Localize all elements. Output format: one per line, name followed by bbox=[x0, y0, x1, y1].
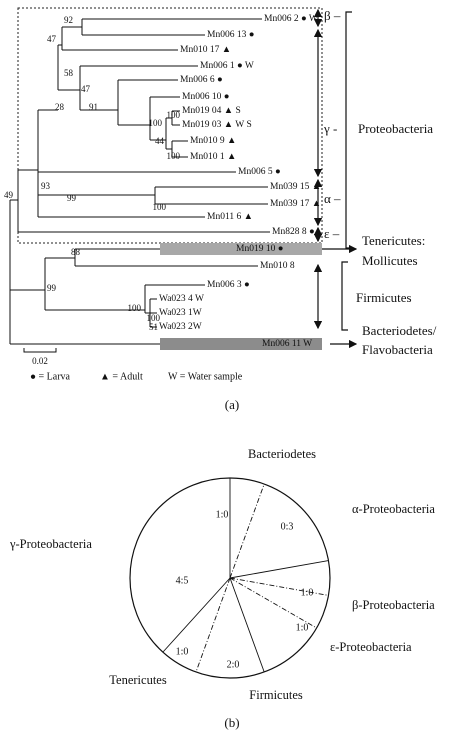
slice-label: Tenericutes bbox=[109, 673, 167, 687]
slice-label: γ-Proteobacteria bbox=[9, 537, 92, 551]
subgroup-label: β – bbox=[324, 8, 341, 23]
leaf-label: Mn039 15 ▲ bbox=[270, 182, 321, 192]
leaf-label: Wa023 4 W bbox=[159, 294, 204, 304]
ratio-label: 4:5 bbox=[176, 575, 189, 586]
leaf-labels: Mn006 2 ● W Mn006 13 ● Mn010 17 ▲ Mn006 … bbox=[159, 14, 321, 349]
bootstrap: 49 bbox=[4, 190, 14, 200]
ratio-label: 2:0 bbox=[227, 659, 240, 670]
brace bbox=[345, 11, 352, 249]
caption: (b) bbox=[224, 715, 239, 730]
tree-branches bbox=[9, 18, 270, 345]
group-label: Proteobacteria bbox=[358, 121, 433, 136]
bootstrap: 100 bbox=[167, 110, 181, 120]
bootstrap: 47 bbox=[47, 34, 57, 44]
subgroup-label: γ - bbox=[323, 121, 337, 136]
bootstrap: 100 bbox=[147, 313, 161, 323]
divider bbox=[229, 577, 265, 673]
bootstrap: 44 bbox=[155, 136, 165, 146]
leaf-label: Mn039 17 ▲ bbox=[270, 199, 321, 209]
slice-label: Firmicutes bbox=[249, 688, 303, 702]
divider bbox=[229, 577, 329, 596]
leaf-label: Mn019 03 ▲ W S bbox=[182, 120, 252, 130]
leaf-label: Mn010 8 bbox=[260, 261, 295, 271]
bootstrap: 92 bbox=[64, 15, 73, 25]
scale-bar bbox=[23, 348, 57, 353]
bootstrap: 100 bbox=[167, 151, 181, 161]
bootstrap: 100 bbox=[149, 118, 163, 128]
leaf-label: Mn006 5 ● bbox=[238, 167, 281, 177]
leaf-label: Mn010 1 ▲ bbox=[190, 152, 236, 162]
ratio-label: 1:0 bbox=[296, 622, 309, 633]
group-brackets bbox=[313, 8, 358, 349]
bootstrap: 51 bbox=[149, 322, 158, 332]
leaf-label: Mn011 6 ▲ bbox=[207, 212, 253, 222]
slice-label: β-Proteobacteria bbox=[352, 598, 435, 612]
leaf-label: Mn006 1 ● W bbox=[200, 61, 254, 71]
leaf-label: Mn010 17 ▲ bbox=[180, 45, 231, 55]
slice-label: ε-Proteobacteria bbox=[330, 640, 412, 654]
bootstrap: 100 bbox=[153, 202, 167, 212]
subgroup-label: α – bbox=[324, 191, 341, 206]
leaf-label: Mn006 13 ● bbox=[207, 30, 254, 40]
legend-item: W = Water sample bbox=[168, 371, 243, 382]
divider bbox=[229, 483, 265, 579]
legend-item: ▲ = Adult bbox=[100, 371, 143, 382]
bootstrap: 100 bbox=[128, 303, 142, 313]
caption: (a) bbox=[225, 397, 239, 412]
bootstrap: 58 bbox=[64, 68, 74, 78]
bootstrap: 99 bbox=[47, 283, 57, 293]
leaf-label: Wa023 2W bbox=[159, 322, 202, 332]
slice-label: Bacteriodetes bbox=[248, 447, 316, 461]
bootstrap: 88 bbox=[71, 247, 81, 257]
leaf-label: Mn006 2 ● W bbox=[264, 14, 318, 24]
group-label: Firmicutes bbox=[356, 290, 412, 305]
ratio-label: 1:0 bbox=[176, 646, 189, 657]
bootstrap-values: 92 47 58 47 91 28 100 100 44 100 93 99 1… bbox=[4, 15, 181, 332]
divider bbox=[229, 560, 329, 579]
leaf-label: Mn006 6 ● bbox=[180, 75, 223, 85]
leaf-label: Mn006 3 ● bbox=[207, 280, 250, 290]
bootstrap: 47 bbox=[81, 84, 91, 94]
group-label: Bacteriodetes/ bbox=[362, 323, 437, 338]
ratio-label: 0:3 bbox=[281, 521, 294, 532]
highlight-bar bbox=[160, 338, 322, 350]
bootstrap: 91 bbox=[89, 102, 98, 112]
divider bbox=[229, 577, 317, 629]
leaf-label: Mn006 10 ● bbox=[182, 92, 229, 102]
group-label: Mollicutes bbox=[362, 253, 418, 268]
leaf-label: Mn006 11 W bbox=[262, 339, 312, 349]
pie-dividers bbox=[162, 478, 329, 673]
group-label: Flavobacteria bbox=[362, 342, 433, 357]
scale-label: 0.02 bbox=[32, 356, 48, 366]
leaf-label: Mn019 04 ▲ S bbox=[182, 106, 241, 116]
divider bbox=[162, 577, 231, 653]
ratio-label: 1:0 bbox=[301, 587, 314, 598]
group-label: Tenericutes: bbox=[362, 233, 425, 248]
ratio-label: 1:0 bbox=[216, 509, 229, 520]
leaf-label: Mn010 9 ▲ bbox=[190, 136, 236, 146]
slice-label: α-Proteobacteria bbox=[352, 502, 435, 516]
leaf-label: Mn019 10 ● bbox=[236, 244, 283, 254]
brace bbox=[341, 261, 348, 331]
subgroup-label: ε – bbox=[324, 226, 340, 241]
highlight-bar bbox=[160, 243, 322, 255]
leaf-label: Mn828 8 ● bbox=[272, 227, 315, 237]
legend-item: ● = Larva bbox=[30, 371, 71, 382]
bootstrap: 93 bbox=[41, 181, 51, 191]
bootstrap: 99 bbox=[67, 193, 77, 203]
divider bbox=[195, 577, 231, 673]
bootstrap: 28 bbox=[55, 102, 65, 112]
leaf-label: Wa023 1W bbox=[159, 308, 202, 318]
